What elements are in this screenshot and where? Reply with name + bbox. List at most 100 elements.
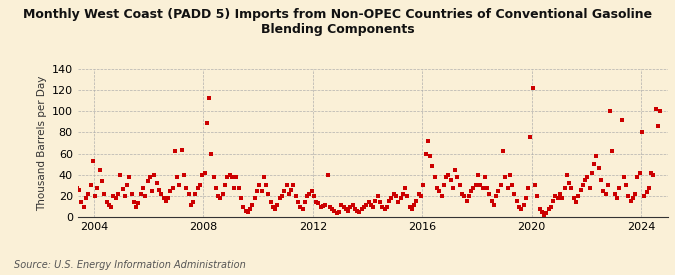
Point	[621, 183, 632, 188]
Point	[648, 173, 659, 177]
Point	[530, 183, 541, 188]
Point	[585, 185, 595, 190]
Point	[331, 211, 342, 215]
Point	[566, 185, 577, 190]
Point	[416, 194, 427, 198]
Point	[610, 192, 620, 196]
Point	[493, 189, 504, 193]
Point	[539, 213, 549, 217]
Point	[429, 175, 440, 179]
Point	[500, 175, 511, 179]
Point	[224, 173, 235, 177]
Point	[227, 175, 238, 179]
Point	[475, 183, 485, 188]
Point	[646, 170, 657, 175]
Point	[325, 204, 335, 209]
Point	[131, 204, 142, 209]
Text: Monthly West Coast (PADD 5) Imports from Non-OPEC Countries of Conventional Gaso: Monthly West Coast (PADD 5) Imports from…	[23, 8, 652, 36]
Point	[570, 200, 581, 205]
Point	[113, 192, 124, 196]
Point	[470, 183, 481, 188]
Point	[413, 192, 424, 196]
Point	[263, 192, 274, 196]
Point	[564, 181, 574, 186]
Point	[555, 192, 566, 196]
Point	[304, 192, 315, 196]
Point	[211, 185, 221, 190]
Point	[398, 192, 408, 196]
Point	[252, 189, 263, 193]
Point	[290, 194, 301, 198]
Point	[573, 194, 584, 198]
Point	[612, 196, 622, 200]
Point	[632, 175, 643, 179]
Point	[256, 189, 267, 193]
Point	[186, 202, 196, 207]
Point	[522, 185, 533, 190]
Point	[605, 109, 616, 113]
Point	[117, 186, 128, 191]
Point	[484, 192, 495, 196]
Point	[88, 159, 99, 163]
Point	[514, 204, 524, 209]
Point	[373, 194, 383, 198]
Point	[595, 178, 606, 182]
Point	[336, 202, 347, 207]
Point	[259, 175, 269, 179]
Point	[575, 188, 586, 192]
Point	[634, 170, 645, 175]
Point	[106, 204, 117, 209]
Point	[138, 185, 148, 190]
Point	[518, 202, 529, 207]
Point	[80, 196, 91, 200]
Point	[167, 185, 178, 190]
Point	[310, 200, 321, 205]
Point	[431, 185, 442, 190]
Point	[607, 149, 618, 154]
Point	[434, 189, 445, 193]
Point	[163, 196, 173, 200]
Point	[254, 183, 265, 188]
Point	[286, 188, 296, 192]
Point	[156, 192, 167, 196]
Point	[306, 189, 317, 193]
Text: Source: U.S. Energy Information Administration: Source: U.S. Energy Information Administ…	[14, 260, 245, 270]
Point	[124, 175, 135, 179]
Point	[441, 175, 452, 179]
Point	[520, 196, 531, 200]
Point	[261, 183, 271, 188]
Point	[222, 175, 233, 179]
Point	[352, 209, 362, 213]
Point	[643, 185, 654, 190]
Point	[404, 204, 415, 209]
Point	[443, 173, 454, 177]
Point	[242, 210, 253, 214]
Point	[128, 200, 139, 205]
Point	[72, 185, 82, 190]
Point	[452, 175, 463, 179]
Point	[247, 202, 258, 207]
Point	[90, 194, 101, 198]
Point	[548, 199, 559, 204]
Point	[418, 183, 429, 188]
Point	[406, 207, 417, 211]
Point	[245, 207, 256, 211]
Point	[582, 175, 593, 179]
Point	[209, 175, 219, 179]
Point	[358, 204, 369, 209]
Point	[327, 207, 338, 211]
Point	[516, 207, 526, 211]
Point	[391, 194, 402, 198]
Point	[562, 173, 572, 177]
Point	[240, 209, 251, 213]
Point	[489, 202, 500, 207]
Point	[450, 167, 460, 172]
Point	[181, 185, 192, 190]
Point	[589, 162, 599, 166]
Point	[427, 164, 438, 169]
Point	[491, 194, 502, 198]
Point	[527, 86, 538, 90]
Point	[190, 192, 201, 196]
Point	[466, 189, 477, 193]
Point	[423, 139, 433, 143]
